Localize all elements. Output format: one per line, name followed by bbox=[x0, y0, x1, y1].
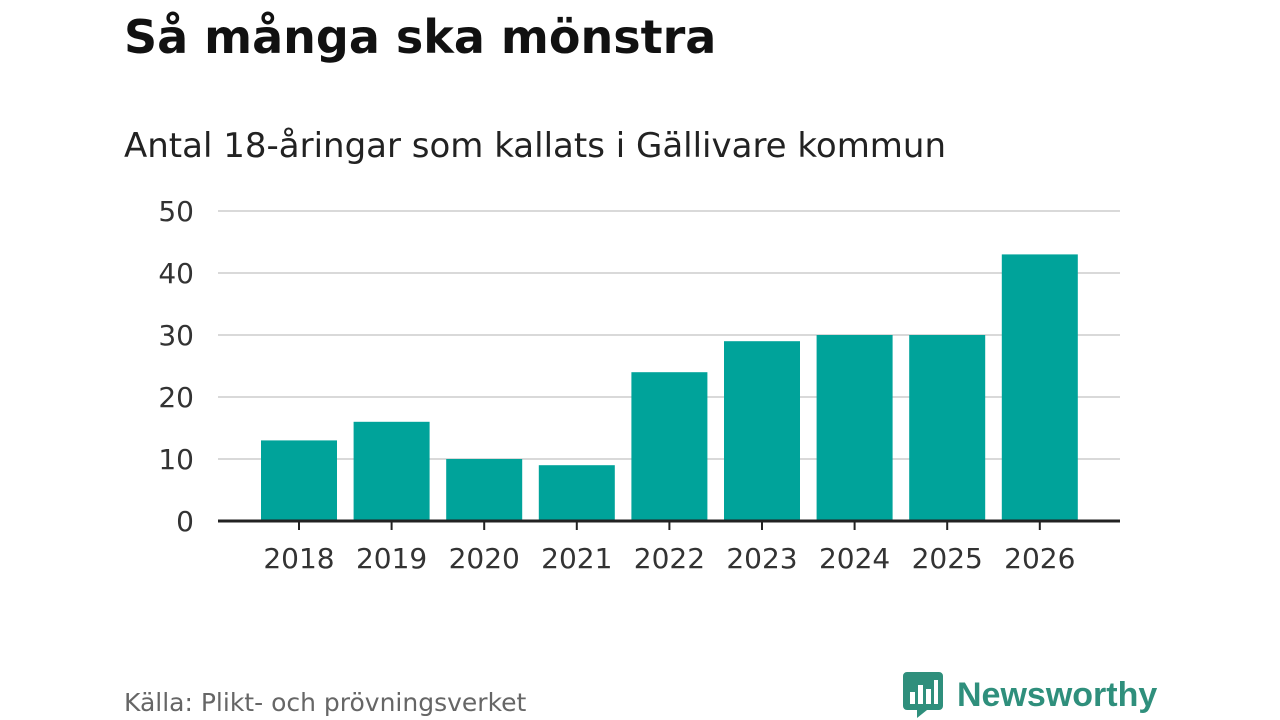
bar-2026 bbox=[1001, 254, 1078, 521]
x-tick-label: 2021 bbox=[541, 542, 612, 575]
chart-subtitle: Antal 18-åringar som kallats i Gällivare… bbox=[124, 126, 947, 166]
bar-2023 bbox=[724, 341, 800, 521]
bar-2022 bbox=[631, 372, 708, 521]
x-tick-label: 2025 bbox=[912, 542, 983, 575]
bar-2019 bbox=[353, 421, 430, 521]
x-tick-label: 2024 bbox=[819, 542, 890, 575]
y-tick-label: 30 bbox=[158, 319, 194, 352]
x-tick-label: 2019 bbox=[356, 542, 427, 575]
chart-title: Så många ska mönstra bbox=[124, 10, 717, 64]
x-tick-label: 2018 bbox=[263, 542, 334, 575]
brand-name: Newsworthy bbox=[957, 676, 1158, 714]
brand: Newsworthy bbox=[903, 672, 1157, 718]
newsworthy-logo-icon bbox=[903, 672, 943, 718]
y-axis-ticks: 0 10 20 30 40 50 bbox=[158, 195, 194, 538]
bar-2018 bbox=[261, 440, 337, 521]
y-tick-label: 20 bbox=[158, 381, 194, 414]
bar-2020 bbox=[446, 459, 523, 521]
x-tick-label: 2023 bbox=[726, 542, 797, 575]
y-tick-label: 40 bbox=[158, 257, 194, 290]
y-tick-label: 0 bbox=[176, 505, 194, 538]
source-note: Källa: Plikt- och prövningsverket bbox=[124, 688, 527, 717]
bar-2024 bbox=[816, 335, 893, 521]
bar-2025 bbox=[909, 335, 986, 521]
x-tick-label: 2022 bbox=[634, 542, 705, 575]
bar-2021 bbox=[538, 465, 615, 521]
x-tick-label: 2026 bbox=[1004, 542, 1075, 575]
y-tick-label: 10 bbox=[158, 443, 194, 476]
y-tick-label: 50 bbox=[158, 195, 194, 228]
bars bbox=[261, 254, 1078, 521]
x-tick-label: 2020 bbox=[449, 542, 520, 575]
x-axis: 2018 2019 2020 2021 2022 2023 2024 2025 2026 bbox=[218, 519, 1120, 575]
